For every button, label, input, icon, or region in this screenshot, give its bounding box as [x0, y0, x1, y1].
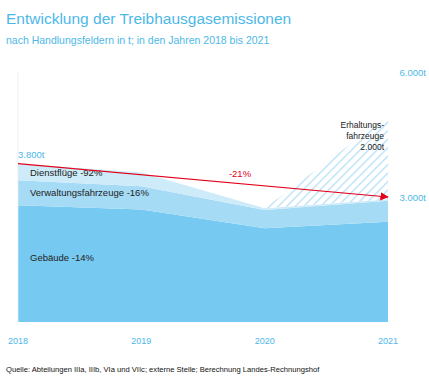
- chart: Entwicklung der Treibhausgasemissionen na…: [0, 0, 429, 386]
- area-3: [265, 116, 388, 208]
- subtitle: nach Handlungsfeldern in t; in den Jahre…: [6, 34, 269, 46]
- series-label-line: fahrzeuge: [346, 131, 384, 141]
- annotation: 3.000t: [400, 192, 427, 203]
- series-label: Verwaltungsfahrzeuge -16%: [30, 187, 149, 198]
- series-label: Erhaltungs-fahrzeuge: [341, 120, 385, 141]
- x-tick-label: 2020: [255, 336, 275, 346]
- x-tick-label: 2019: [131, 336, 151, 346]
- x-tick-label: 2021: [378, 336, 398, 346]
- title: Entwicklung der Treibhausgasemissionen: [6, 10, 291, 27]
- source: Quelle: Abteilungen IIIa, IIIb, VIa und …: [6, 365, 320, 374]
- y-axis-line: [18, 72, 19, 322]
- plot-area: [18, 116, 388, 322]
- trend-arrow: [18, 164, 388, 197]
- x-tick-label: 2018: [8, 336, 28, 346]
- data-label: 2.000t: [360, 142, 384, 152]
- trend-label: -21%: [229, 168, 252, 179]
- series-label-line: Erhaltungs-: [341, 120, 385, 130]
- annotation: 3.800t: [18, 149, 45, 160]
- annotation: 6.000t: [400, 67, 427, 78]
- series-label: Gebäude -14%: [30, 252, 94, 263]
